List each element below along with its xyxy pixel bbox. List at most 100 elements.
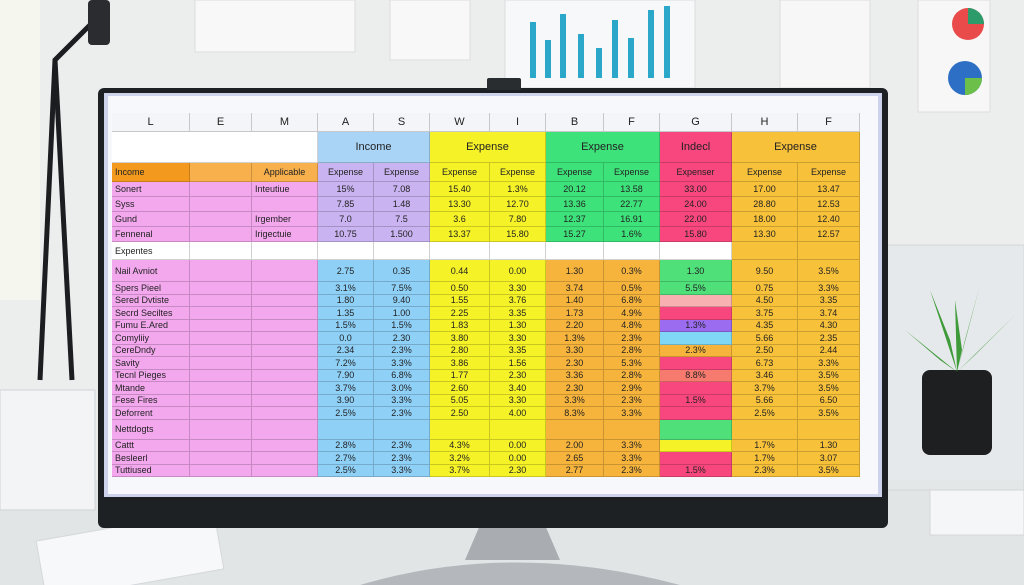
cell: 4.3% <box>430 439 490 452</box>
row-label: Sonert <box>112 182 190 197</box>
cell: 2.5% <box>732 407 798 420</box>
cell <box>490 419 546 440</box>
column-header[interactable]: L <box>112 113 190 132</box>
cell <box>252 452 318 465</box>
cell: 3.3% <box>604 439 660 452</box>
cell <box>252 319 318 332</box>
cell: 3.7% <box>430 464 490 477</box>
cell: 3.6 <box>430 212 490 227</box>
cell: 2.5% <box>318 464 374 477</box>
cell: 3.5% <box>798 260 860 282</box>
column-header[interactable]: G <box>660 113 732 132</box>
cell: 1.6% <box>604 227 660 242</box>
cell <box>252 464 318 477</box>
cell: 3.74 <box>798 307 860 320</box>
column-header[interactable]: B <box>546 113 604 132</box>
cell <box>252 439 318 452</box>
row-label: Besleerl <box>112 452 190 465</box>
cell: 3.5% <box>798 407 860 420</box>
papers <box>0 389 96 511</box>
monitor-stand <box>465 525 560 560</box>
cell <box>430 242 490 260</box>
column-header[interactable]: H <box>732 113 798 132</box>
cell <box>798 419 860 440</box>
cell: 8.8% <box>660 369 732 382</box>
cell: 16.91 <box>604 212 660 227</box>
cell: 3.3% <box>798 357 860 370</box>
row-label: Fennenal <box>112 227 190 242</box>
cell: 6.8% <box>374 369 430 382</box>
column-header[interactable]: F <box>604 113 660 132</box>
cell: 1.55 <box>430 294 490 307</box>
cell: 1.30 <box>660 260 732 282</box>
subheader: Expense <box>604 163 660 182</box>
cell <box>190 197 252 212</box>
column-header[interactable]: M <box>252 113 318 132</box>
cell: 2.80 <box>430 344 490 357</box>
cell: 3.30 <box>490 282 546 295</box>
cell: 2.75 <box>318 260 374 282</box>
column-header[interactable]: S <box>374 113 430 132</box>
cell: 1.3% <box>546 332 604 345</box>
cell: 12.70 <box>490 197 546 212</box>
subheader: Expenser <box>660 163 732 182</box>
subheader: Expense <box>430 163 490 182</box>
column-header[interactable]: F <box>798 113 860 132</box>
cell <box>732 419 798 440</box>
subheader: Expense <box>798 163 860 182</box>
cell: 5.5% <box>660 282 732 295</box>
row-label: Spers Pieel <box>112 282 190 295</box>
cell: 3.3% <box>374 357 430 370</box>
cell <box>252 344 318 357</box>
cell: 3.35 <box>798 294 860 307</box>
cell: 3.5% <box>798 382 860 395</box>
cell: 20.12 <box>546 182 604 197</box>
cell: 1.80 <box>318 294 374 307</box>
cell: 10.75 <box>318 227 374 242</box>
lamp <box>37 18 97 381</box>
row-label: Cattt <box>112 439 190 452</box>
cell: 2.3% <box>604 394 660 407</box>
cell: 33.00 <box>660 182 732 197</box>
cell <box>252 282 318 295</box>
cell: 9.40 <box>374 294 430 307</box>
cell <box>660 357 732 370</box>
cell: 0.44 <box>430 260 490 282</box>
lamp-head <box>88 0 110 45</box>
cell: 12.57 <box>798 227 860 242</box>
row-label: Secrd Seciltes <box>112 307 190 320</box>
cell <box>190 319 252 332</box>
column-header[interactable]: A <box>318 113 374 132</box>
cell <box>252 407 318 420</box>
cell: 4.8% <box>604 319 660 332</box>
cell <box>190 464 252 477</box>
cell: 24.00 <box>660 197 732 212</box>
cell: 2.7% <box>318 452 374 465</box>
cell: 3.3% <box>604 407 660 420</box>
cell: 7.0 <box>318 212 374 227</box>
column-header[interactable]: W <box>430 113 490 132</box>
column-header[interactable]: I <box>490 113 546 132</box>
row-label: Savity <box>112 357 190 370</box>
cell: 1.00 <box>374 307 430 320</box>
cell <box>190 212 252 227</box>
cell: 15.80 <box>660 227 732 242</box>
cell: 15% <box>318 182 374 197</box>
cell: 13.36 <box>546 197 604 212</box>
row-label: Expentes <box>112 242 190 260</box>
cell <box>252 260 318 282</box>
cell: 2.8% <box>604 344 660 357</box>
cell: 13.47 <box>798 182 860 197</box>
cell: 22.00 <box>660 212 732 227</box>
cell: 4.30 <box>798 319 860 332</box>
cell: 0.35 <box>374 260 430 282</box>
cell <box>660 294 732 307</box>
cell: 2.5% <box>318 407 374 420</box>
cell <box>546 242 604 260</box>
cell: 1.500 <box>374 227 430 242</box>
subheader: Expense <box>546 163 604 182</box>
cell: 3.5% <box>798 369 860 382</box>
cell: 3.7% <box>318 382 374 395</box>
cell: 3.75 <box>732 307 798 320</box>
column-header[interactable]: E <box>190 113 252 132</box>
